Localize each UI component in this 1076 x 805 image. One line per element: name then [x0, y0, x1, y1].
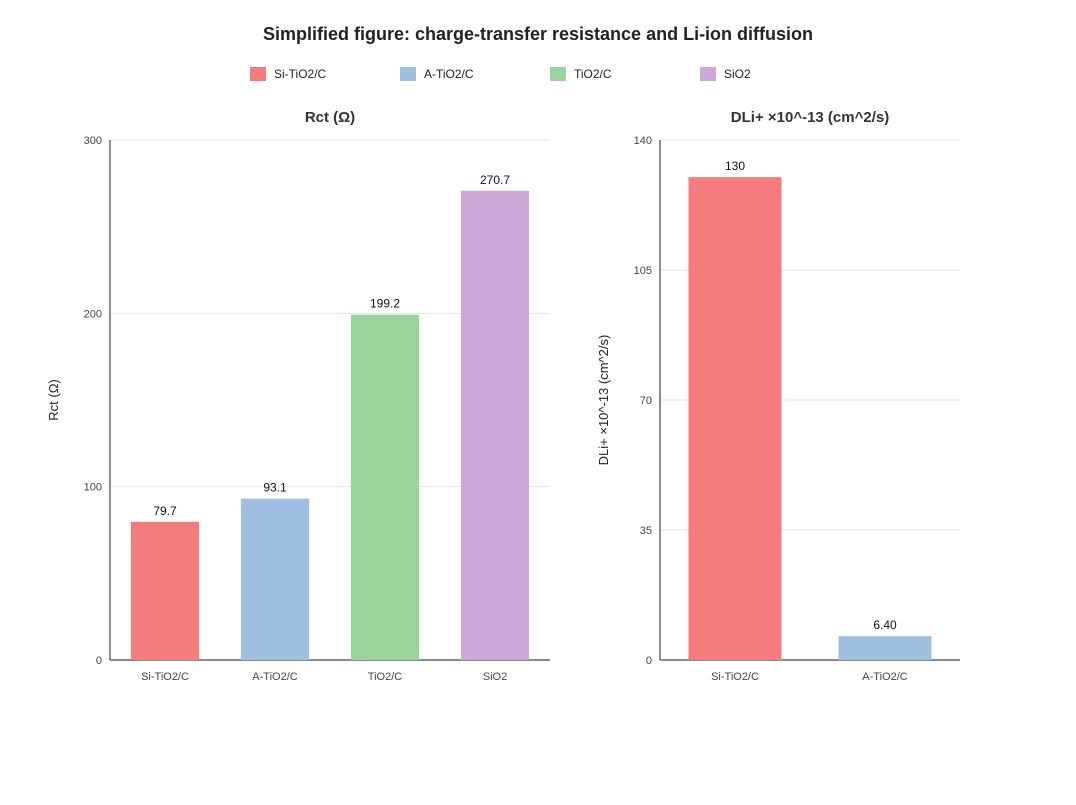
bar [688, 177, 782, 660]
bar [130, 521, 200, 660]
legend-label: A-TiO2/C [424, 67, 474, 81]
y-axis-label: DLi+ ×10^-13 (cm^2/s) [596, 335, 611, 466]
bar [240, 498, 310, 660]
legend-label: SiO2 [724, 67, 751, 81]
value-label: 93.1 [263, 481, 287, 495]
legend-swatch [400, 67, 416, 81]
y-tick-label: 300 [84, 135, 102, 147]
value-label: 130 [725, 159, 745, 173]
x-tick-label: A-TiO2/C [252, 671, 297, 683]
panel-rct: Rct (Ω) 0 100 200 300 Rct (Ω) 79.7 Si-TiO2/C 93.… [46, 109, 550, 683]
x-tick-label: TiO2/C [368, 671, 402, 683]
x-tick-label: Si-TiO2/C [141, 671, 189, 683]
bar [460, 190, 530, 660]
panel-diffusion: DLi+ ×10^-13 (cm^2/s) 0 35 70 105 140 DLi+ ×10… [596, 109, 960, 683]
figure-title: Simplified figure: charge-transfer resis… [263, 24, 813, 44]
y-tick-label: 0 [646, 655, 652, 667]
y-tick-label: 35 [640, 525, 652, 537]
x-tick-label: SiO2 [483, 671, 507, 683]
y-tick-label: 105 [634, 265, 652, 277]
panel-title: DLi+ ×10^-13 (cm^2/s) [731, 109, 889, 126]
bar [350, 314, 420, 660]
y-tick-label: 100 [84, 482, 102, 494]
y-tick-label: 70 [640, 395, 652, 407]
legend: Si-TiO2/C A-TiO2/C TiO2/C SiO2 [250, 67, 751, 81]
y-tick-label: 0 [96, 655, 102, 667]
value-label: 270.7 [480, 173, 510, 187]
legend-label: Si-TiO2/C [274, 67, 327, 81]
value-label: 79.7 [153, 504, 177, 518]
value-label: 199.2 [370, 297, 400, 311]
x-tick-label: A-TiO2/C [862, 671, 907, 683]
y-tick-label: 140 [634, 135, 652, 147]
panel-title: Rct (Ω) [305, 109, 355, 126]
legend-label: TiO2/C [574, 67, 612, 81]
x-tick-label: Si-TiO2/C [711, 671, 759, 683]
y-axis-label: Rct (Ω) [46, 379, 61, 421]
y-tick-label: 200 [84, 308, 102, 320]
value-label: 6.40 [873, 618, 897, 632]
legend-swatch [250, 67, 266, 81]
legend-swatch [700, 67, 716, 81]
bar [838, 636, 932, 660]
legend-swatch [550, 67, 566, 81]
